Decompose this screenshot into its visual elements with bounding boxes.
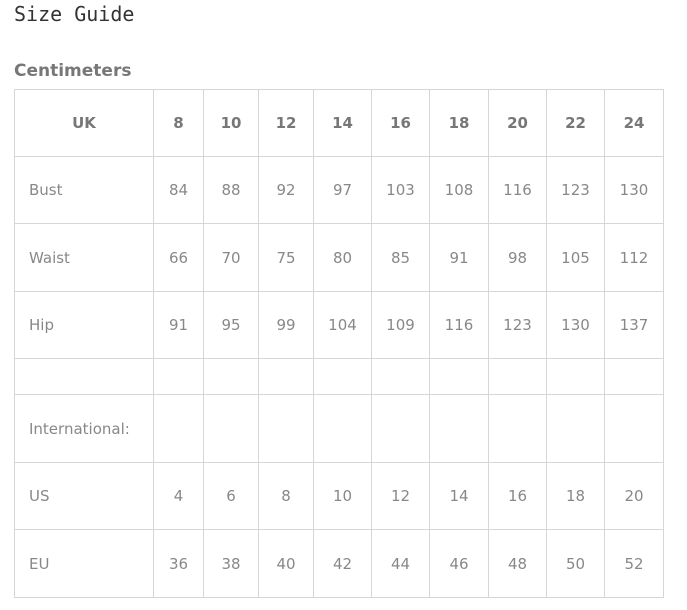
table-row: Bust 84 88 92 97 103 108 116 123 130 xyxy=(14,156,664,224)
table-cell xyxy=(371,358,430,395)
table-cell: 20 xyxy=(604,462,664,530)
row-label: Hip xyxy=(14,291,154,359)
table-cell: 16 xyxy=(371,89,430,157)
table-cell: 92 xyxy=(258,156,314,224)
table-cell: 20 xyxy=(488,89,547,157)
table-cell: 16 xyxy=(488,462,547,530)
table-cell: 38 xyxy=(203,529,259,598)
section-title: Centimeters xyxy=(14,61,132,81)
table-cell: 104 xyxy=(313,291,372,359)
row-label: Waist xyxy=(14,223,154,292)
table-cell: 116 xyxy=(488,156,547,224)
table-cell: 42 xyxy=(313,529,372,598)
table-cell: 88 xyxy=(203,156,259,224)
table-cell: 109 xyxy=(371,291,430,359)
table-cell: 98 xyxy=(488,223,547,292)
table-cell: 24 xyxy=(604,89,664,157)
row-label: UK xyxy=(14,89,154,157)
row-label xyxy=(14,358,154,395)
table-row: Waist 66 70 75 80 85 91 98 105 112 xyxy=(14,223,664,292)
table-cell: 46 xyxy=(429,529,489,598)
table-cell xyxy=(153,394,204,463)
table-cell: 18 xyxy=(546,462,605,530)
table-cell: 4 xyxy=(153,462,204,530)
row-label: EU xyxy=(14,529,154,598)
table-cell: 95 xyxy=(203,291,259,359)
table-cell: 12 xyxy=(371,462,430,530)
table-cell xyxy=(488,358,547,395)
table-cell: 10 xyxy=(313,462,372,530)
row-label: US xyxy=(14,462,154,530)
table-cell: 84 xyxy=(153,156,204,224)
table-cell xyxy=(546,358,605,395)
table-cell xyxy=(604,394,664,463)
table-cell xyxy=(258,394,314,463)
table-row xyxy=(14,358,664,395)
table-cell: 6 xyxy=(203,462,259,530)
table-cell: 130 xyxy=(546,291,605,359)
table-cell: 66 xyxy=(153,223,204,292)
size-table: UK 8 10 12 14 16 18 20 22 24 Bust 84 88 92 97 103 108 116… xyxy=(14,89,664,598)
row-label: International: xyxy=(14,394,154,463)
table-cell xyxy=(429,358,489,395)
table-cell: 48 xyxy=(488,529,547,598)
table-cell: 112 xyxy=(604,223,664,292)
table-cell xyxy=(604,358,664,395)
table-cell: 8 xyxy=(153,89,204,157)
table-cell xyxy=(546,394,605,463)
table-cell: 14 xyxy=(313,89,372,157)
table-cell: 44 xyxy=(371,529,430,598)
table-cell: 22 xyxy=(546,89,605,157)
table-cell: 85 xyxy=(371,223,430,292)
table-cell: 70 xyxy=(203,223,259,292)
table-cell xyxy=(203,358,259,395)
table-cell xyxy=(313,358,372,395)
table-cell: 10 xyxy=(203,89,259,157)
table-cell: 40 xyxy=(258,529,314,598)
table-row: US 4 6 8 10 12 14 16 18 20 xyxy=(14,462,664,530)
table-header-row: UK 8 10 12 14 16 18 20 22 24 xyxy=(14,89,664,157)
table-cell xyxy=(153,358,204,395)
table-cell: 50 xyxy=(546,529,605,598)
table-cell: 137 xyxy=(604,291,664,359)
table-cell: 116 xyxy=(429,291,489,359)
table-cell: 123 xyxy=(546,156,605,224)
table-cell: 75 xyxy=(258,223,314,292)
table-cell: 99 xyxy=(258,291,314,359)
table-cell: 97 xyxy=(313,156,372,224)
table-cell: 91 xyxy=(153,291,204,359)
table-cell: 14 xyxy=(429,462,489,530)
table-row: EU 36 38 40 42 44 46 48 50 52 xyxy=(14,529,664,598)
table-cell: 36 xyxy=(153,529,204,598)
table-cell: 130 xyxy=(604,156,664,224)
table-cell xyxy=(429,394,489,463)
table-cell xyxy=(313,394,372,463)
table-cell xyxy=(258,358,314,395)
page-title: Size Guide xyxy=(14,2,135,26)
table-cell: 108 xyxy=(429,156,489,224)
table-cell: 80 xyxy=(313,223,372,292)
table-cell: 103 xyxy=(371,156,430,224)
table-cell xyxy=(371,394,430,463)
table-cell xyxy=(488,394,547,463)
table-cell: 123 xyxy=(488,291,547,359)
row-label: Bust xyxy=(14,156,154,224)
table-cell: 8 xyxy=(258,462,314,530)
table-cell: 91 xyxy=(429,223,489,292)
table-cell: 18 xyxy=(429,89,489,157)
table-row: International: xyxy=(14,394,664,463)
table-cell: 105 xyxy=(546,223,605,292)
table-cell xyxy=(203,394,259,463)
table-cell: 12 xyxy=(258,89,314,157)
table-cell: 52 xyxy=(604,529,664,598)
table-row: Hip 91 95 99 104 109 116 123 130 137 xyxy=(14,291,664,359)
